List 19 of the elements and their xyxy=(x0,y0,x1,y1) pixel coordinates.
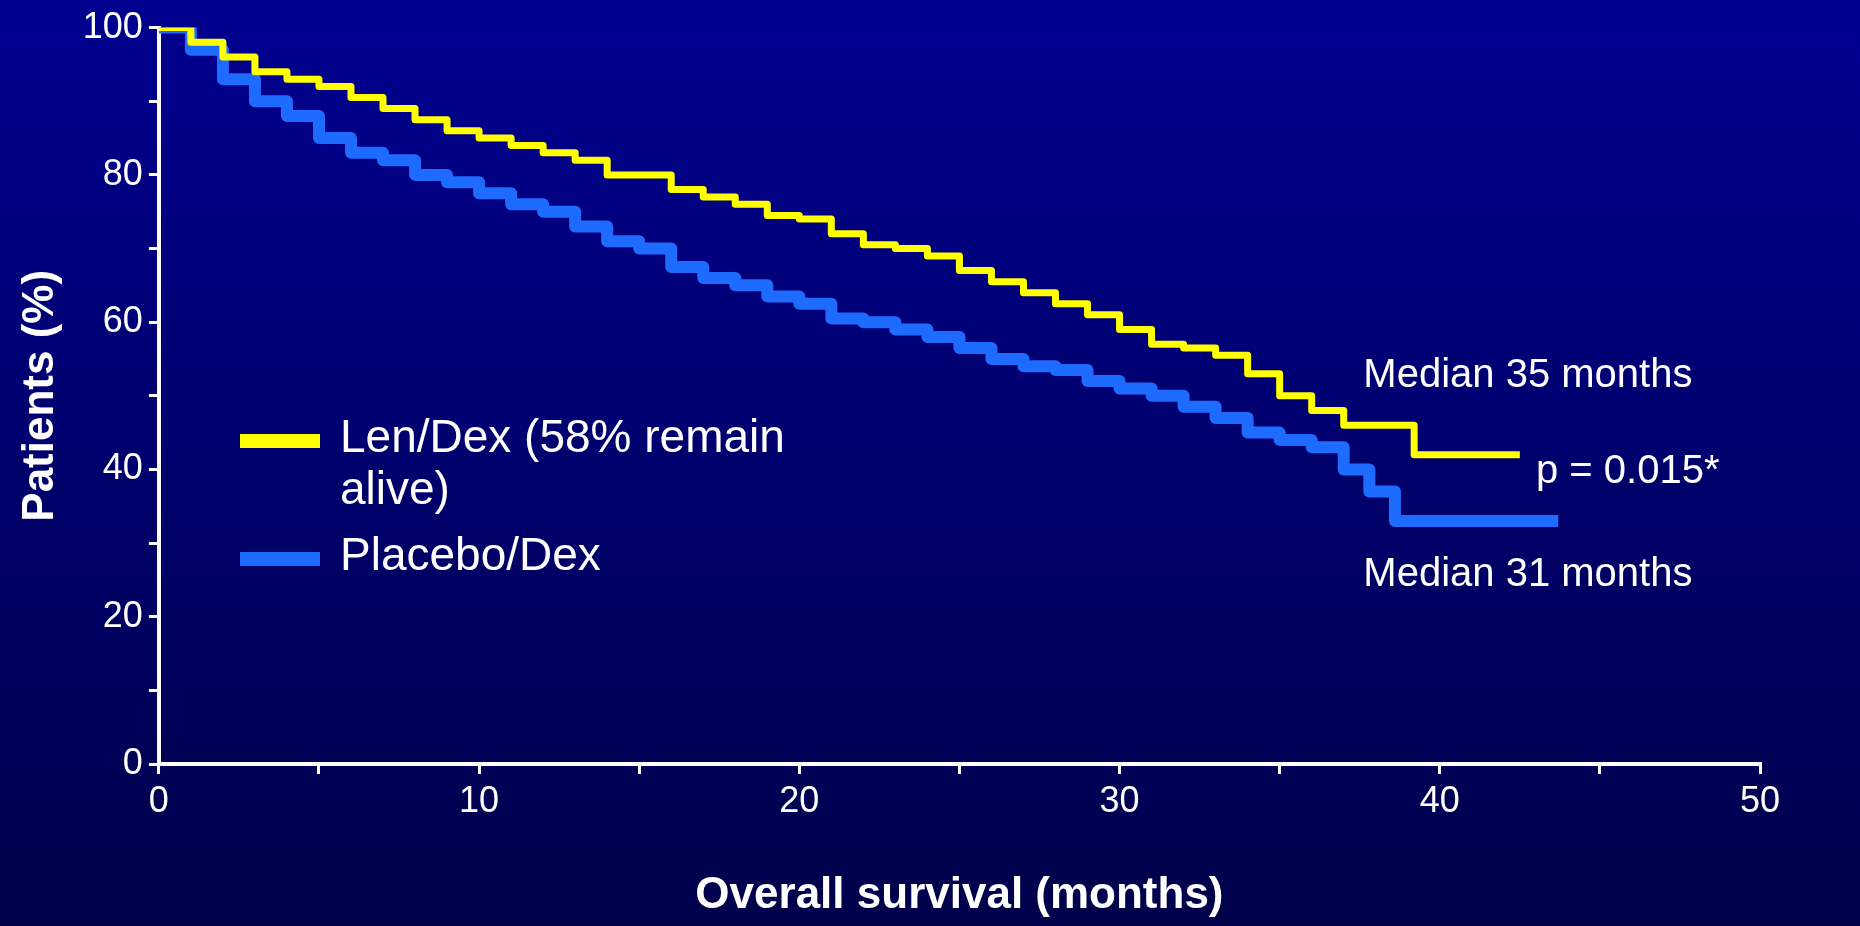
annotation: Median 31 months xyxy=(1363,550,1693,596)
annotation: Median 35 months xyxy=(1363,351,1693,397)
x-tick-label: 50 xyxy=(1739,778,1781,820)
x-tick-label: 0 xyxy=(148,778,169,820)
y-tick-label: 20 xyxy=(102,593,143,635)
y-tick-label: 40 xyxy=(102,446,143,488)
y-tick-label: 100 xyxy=(82,4,143,46)
x-tick-label: 40 xyxy=(1419,778,1460,820)
legend-label: Len/Dex (58% remain alive) xyxy=(340,410,786,514)
annotation: p = 0.015* xyxy=(1535,446,1720,492)
x-tick-label: 10 xyxy=(459,778,500,820)
x-tick-label: 20 xyxy=(779,778,820,820)
y-tick-label: 80 xyxy=(102,151,143,193)
legend-label: Placebo/Dex xyxy=(340,528,601,580)
x-tick-label: 30 xyxy=(1099,778,1140,820)
y-tick-label: 0 xyxy=(122,740,143,782)
x-axis-title: Overall survival (months) xyxy=(695,867,1224,917)
y-tick-label: 60 xyxy=(102,299,143,341)
y-axis-title: Patients (%) xyxy=(12,269,62,522)
